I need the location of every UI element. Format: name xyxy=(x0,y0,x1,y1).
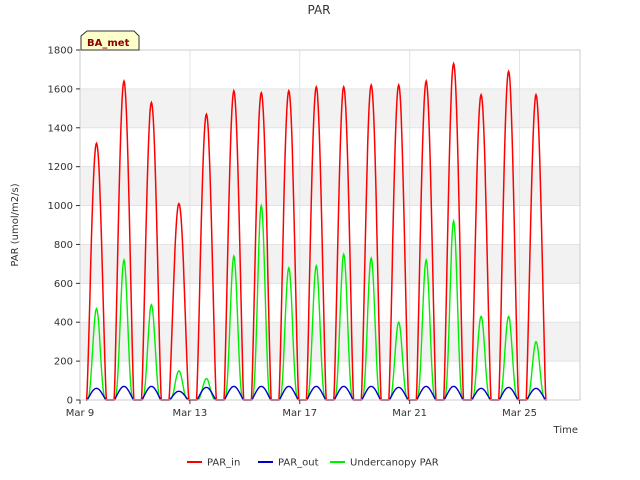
grid-band xyxy=(80,50,580,89)
x-axis-ticks: Mar 9 Mar 13 Mar 17 Mar 21 Mar 25 xyxy=(66,400,537,419)
site-badge: BA_met xyxy=(80,30,140,51)
y-tick-label: 800 xyxy=(54,240,73,251)
x-tick-label: Mar 17 xyxy=(282,408,317,419)
series-line-par-out xyxy=(86,385,547,401)
series-line-undercanopy-par xyxy=(86,203,547,401)
legend-label: PAR_out xyxy=(278,458,319,469)
site-badge-label: BA_met xyxy=(87,38,130,49)
y-axis-title: PAR (umol/m2/s) xyxy=(10,183,21,266)
x-tick-label: Mar 9 xyxy=(66,408,94,419)
plot-frame xyxy=(79,49,581,401)
grid-band xyxy=(80,127,580,167)
series-layer xyxy=(85,61,547,401)
grid-band xyxy=(80,283,580,323)
y-tick-label: 1600 xyxy=(48,84,73,95)
y-tick-label: 600 xyxy=(54,279,73,290)
legend-label: Undercanopy PAR xyxy=(350,458,439,469)
x-tick-label: Mar 25 xyxy=(502,408,537,419)
series-line-par-in xyxy=(85,61,547,401)
y-tick-label: 400 xyxy=(54,318,73,329)
y-axis-ticks: 0 200 400 600 800 1000 1200 1400 1600 1800 xyxy=(48,46,80,407)
chart-title: PAR xyxy=(307,3,330,17)
x-axis-title: Time xyxy=(553,425,578,436)
background-bands xyxy=(80,50,580,400)
grid-band xyxy=(80,361,580,400)
y-tick-label: 200 xyxy=(54,357,73,368)
y-tick-label: 1400 xyxy=(48,123,73,134)
y-tick-label: 0 xyxy=(67,396,73,407)
grid-band xyxy=(80,88,580,128)
x-tick-label: Mar 21 xyxy=(392,408,427,419)
grid-band xyxy=(80,166,580,206)
y-tick-label: 1000 xyxy=(48,201,73,212)
y-tick-label: 1200 xyxy=(48,162,73,173)
y-tick-label: 1800 xyxy=(48,46,73,57)
x-tick-label: Mar 13 xyxy=(172,408,207,419)
grid-band xyxy=(80,322,580,362)
legend-label: PAR_in xyxy=(207,458,240,469)
grid-band xyxy=(80,244,580,284)
legend: PAR_in PAR_out Undercanopy PAR xyxy=(187,458,439,469)
grid-band xyxy=(80,205,580,245)
